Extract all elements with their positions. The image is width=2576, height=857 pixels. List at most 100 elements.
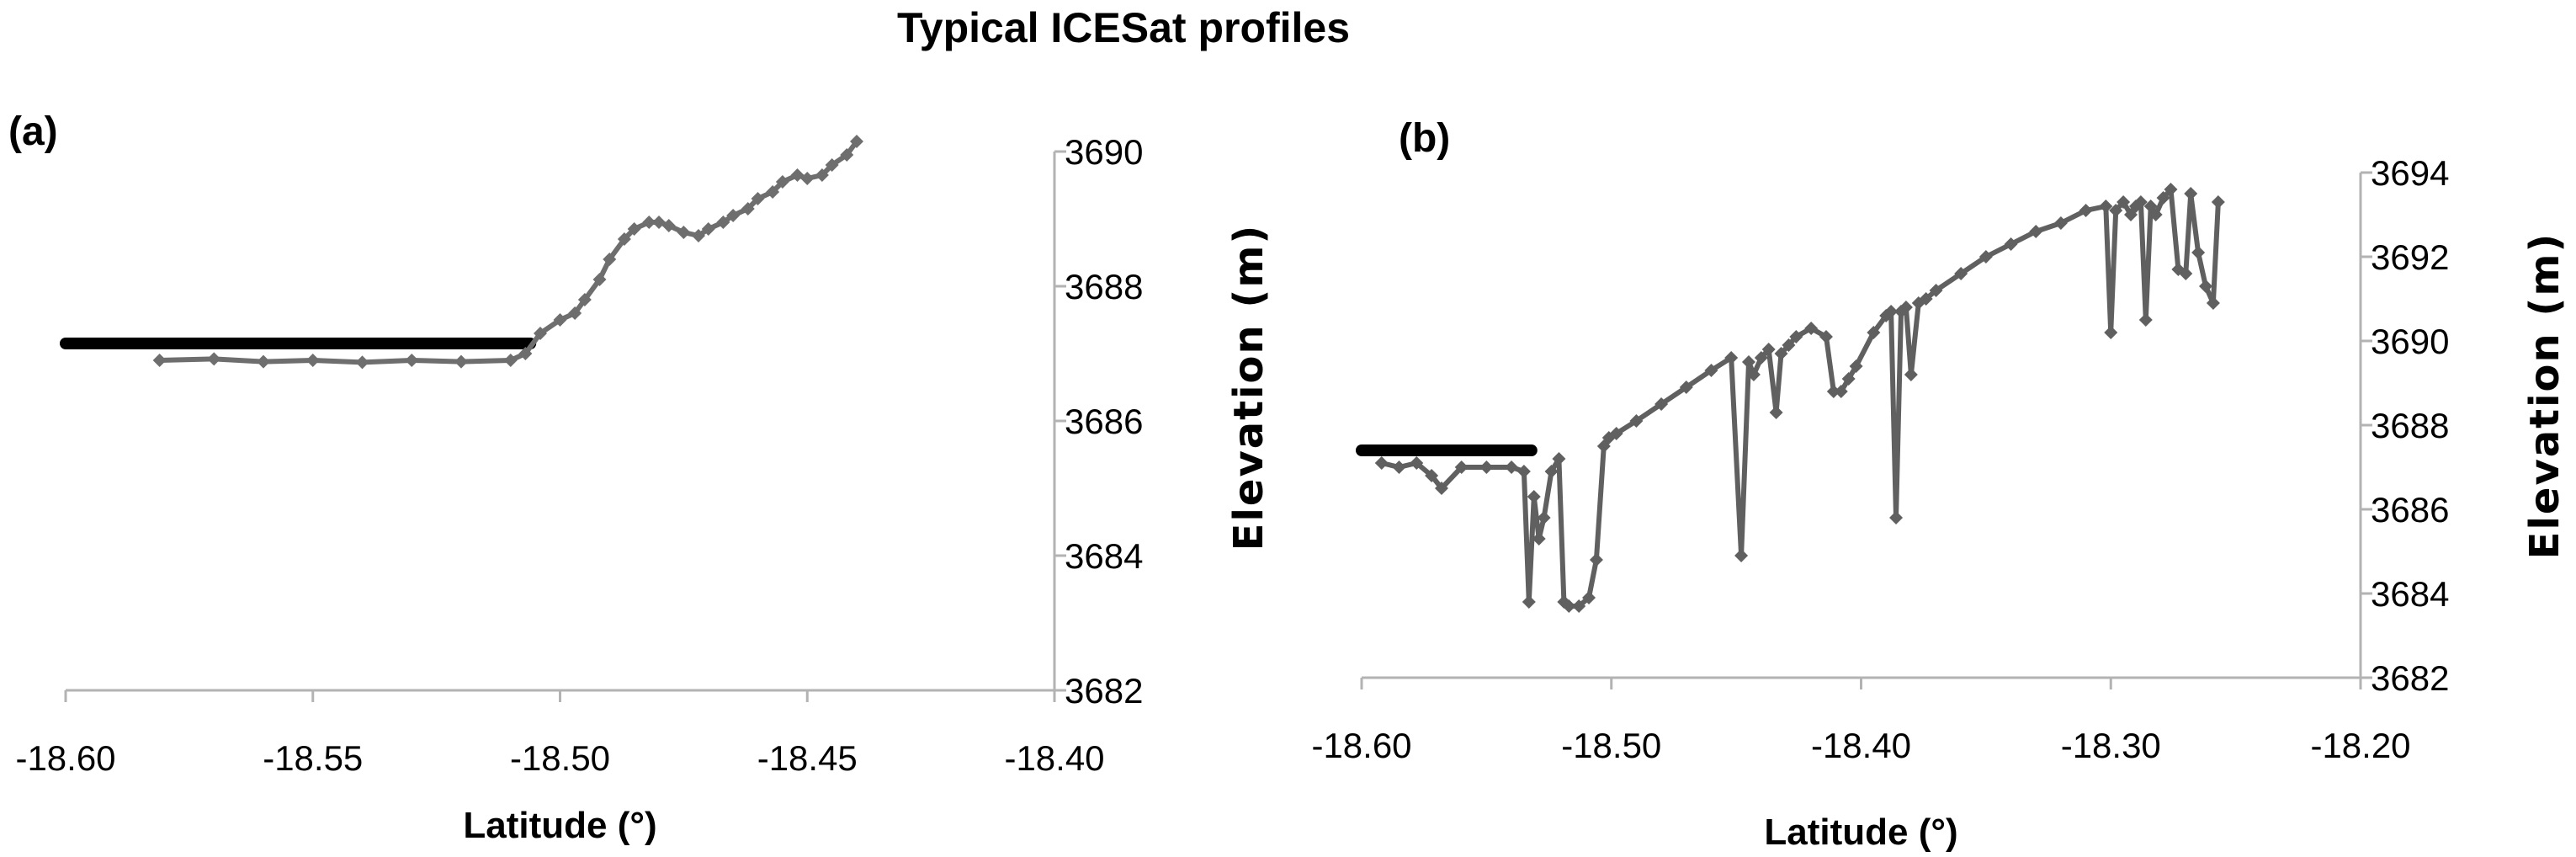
y-axis-title: Elevation (m) bbox=[1225, 224, 1272, 551]
data-point bbox=[1629, 414, 1644, 428]
data-point bbox=[207, 352, 221, 366]
y-axis-title: Elevation (m) bbox=[2521, 232, 2568, 560]
x-tick-label: -18.45 bbox=[757, 738, 858, 778]
data-point bbox=[592, 273, 607, 286]
data-point bbox=[1849, 359, 1863, 373]
data-point bbox=[1552, 452, 1566, 466]
data-point bbox=[1804, 322, 1819, 335]
data-point bbox=[1562, 599, 1576, 613]
data-point bbox=[701, 222, 715, 236]
data-point bbox=[1978, 250, 1993, 263]
data-point bbox=[850, 135, 863, 148]
data-point bbox=[1679, 381, 1693, 394]
data-point bbox=[627, 222, 641, 236]
data-point bbox=[603, 253, 617, 266]
data-point bbox=[2004, 237, 2018, 251]
data-point bbox=[1516, 465, 1531, 478]
data-point bbox=[2199, 279, 2213, 293]
x-tick-label: -18.60 bbox=[15, 738, 115, 778]
y-tick-label: 3684 bbox=[2371, 574, 2449, 614]
x-tick-label: -18.60 bbox=[1311, 726, 1411, 765]
data-point bbox=[305, 354, 320, 367]
y-tick-label: 3684 bbox=[1065, 536, 1143, 576]
y-tick-label: 3694 bbox=[2371, 153, 2449, 193]
y-tick-label: 3686 bbox=[2371, 490, 2449, 530]
data-point bbox=[766, 185, 780, 199]
data-point bbox=[1479, 460, 1494, 474]
data-point bbox=[553, 313, 567, 327]
data-point bbox=[775, 175, 789, 189]
data-point bbox=[617, 232, 631, 246]
data-point bbox=[741, 202, 755, 216]
x-axis-title: Latitude (°) bbox=[463, 805, 656, 846]
x-tick-label: -18.40 bbox=[1004, 738, 1104, 778]
data-point bbox=[1789, 330, 1803, 343]
data-point bbox=[518, 347, 533, 360]
x-tick-label: -18.20 bbox=[2310, 726, 2410, 765]
data-point bbox=[1589, 553, 1603, 567]
y-tick-label: 3682 bbox=[2371, 658, 2449, 698]
data-point bbox=[2133, 195, 2148, 209]
data-point bbox=[1734, 549, 1749, 562]
data-point bbox=[800, 172, 815, 185]
y-tick-label: 3688 bbox=[1065, 267, 1143, 306]
data-point bbox=[2117, 195, 2131, 209]
data-point bbox=[1609, 427, 1623, 440]
data-point bbox=[1919, 292, 1933, 306]
y-tick-label: 3690 bbox=[1065, 132, 1143, 172]
data-point bbox=[2211, 195, 2225, 209]
data-point bbox=[1884, 305, 1899, 318]
data-point bbox=[1841, 372, 1856, 386]
data-point bbox=[577, 293, 592, 306]
figure-title: Typical ICESat profiles bbox=[897, 4, 1350, 51]
data-point bbox=[1454, 460, 1469, 474]
x-tick-label: -18.40 bbox=[1811, 726, 1911, 765]
x-tick-label: -18.50 bbox=[510, 738, 610, 778]
data-point bbox=[355, 355, 369, 370]
data-point bbox=[1532, 532, 1546, 546]
data-point bbox=[2164, 183, 2178, 196]
panel-a: (a) -18.60 -18.55 -18.50 -18.45 -18.40 3690 368… bbox=[8, 109, 1272, 846]
data-point bbox=[1572, 599, 1586, 613]
data-point bbox=[2099, 200, 2113, 213]
panel-b: (b) -18.60 -18.50 -18.40 -18.30 -18.20 3694 369… bbox=[1311, 116, 2568, 853]
data-point bbox=[751, 192, 765, 205]
data-point bbox=[825, 158, 839, 172]
data-point bbox=[152, 354, 167, 367]
data-point bbox=[1867, 326, 1881, 339]
data-point bbox=[2184, 187, 2198, 200]
data-point bbox=[1769, 406, 1783, 419]
data-point bbox=[1544, 465, 1559, 478]
data-point bbox=[2079, 204, 2093, 217]
data-point bbox=[2206, 296, 2220, 310]
data-point bbox=[1761, 343, 1776, 356]
data-point bbox=[1834, 385, 1848, 398]
data-point bbox=[1704, 364, 1718, 377]
panel-label: (b) bbox=[1399, 116, 1450, 161]
data-point bbox=[642, 216, 656, 229]
data-point bbox=[1889, 511, 1904, 524]
data-point bbox=[840, 148, 854, 162]
data-point bbox=[1434, 482, 1448, 495]
data-point bbox=[2109, 204, 2123, 217]
data-point bbox=[677, 226, 691, 239]
panel-label: (a) bbox=[8, 109, 58, 154]
data-point bbox=[503, 354, 518, 367]
data-point bbox=[815, 168, 829, 182]
data-point bbox=[1522, 595, 1536, 609]
data-point bbox=[726, 209, 741, 222]
data-point bbox=[405, 354, 419, 367]
data-point bbox=[1392, 460, 1406, 474]
data-point bbox=[716, 216, 730, 229]
data-point bbox=[1505, 460, 1519, 474]
data-point bbox=[454, 354, 468, 369]
data-point bbox=[1954, 267, 1968, 280]
data-point bbox=[1724, 351, 1739, 365]
data-point bbox=[1754, 351, 1768, 365]
data-point bbox=[1425, 469, 1439, 482]
x-tick-label: -18.50 bbox=[1561, 726, 1661, 765]
data-point bbox=[1527, 490, 1541, 503]
data-point bbox=[1819, 330, 1833, 343]
data-point bbox=[2029, 225, 2043, 238]
